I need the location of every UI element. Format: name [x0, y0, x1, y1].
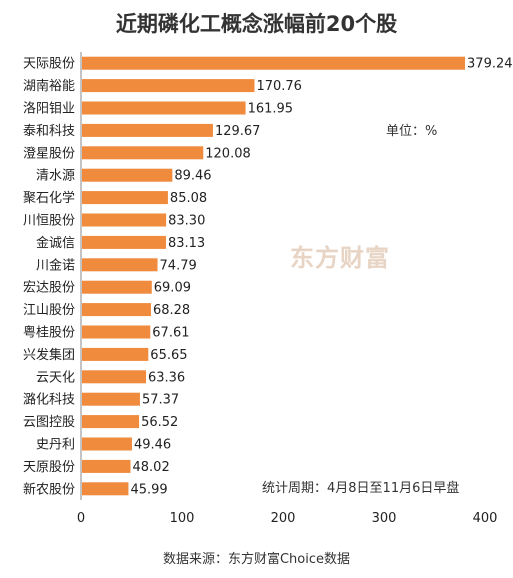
- value-label: 120.08: [205, 146, 251, 161]
- value-label: 48.02: [133, 460, 170, 475]
- value-label: 85.08: [170, 191, 207, 206]
- watermark-logo: 东方财富: [290, 244, 390, 272]
- value-label: 63.36: [148, 370, 185, 385]
- value-label: 161.95: [248, 102, 294, 117]
- value-label: 45.99: [130, 482, 167, 497]
- value-label: 56.52: [141, 415, 178, 430]
- value-label: 65.65: [150, 348, 187, 363]
- bar: [82, 213, 167, 227]
- bar: [82, 123, 213, 137]
- category-label: 新农股份: [23, 481, 75, 497]
- bar: [82, 415, 140, 429]
- bar: [82, 437, 132, 451]
- value-label: 129.67: [215, 124, 261, 139]
- category-label: 粤桂股份: [23, 325, 75, 341]
- category-label: 泰和科技: [23, 124, 75, 139]
- bar: [82, 280, 152, 294]
- value-label: 57.37: [142, 393, 179, 408]
- category-label: 聚石化学: [23, 190, 75, 206]
- category-label: 湖南裕能: [23, 78, 75, 94]
- category-label: 天际股份: [23, 57, 75, 72]
- x-tick-label: 300: [372, 511, 397, 526]
- bar: [82, 79, 255, 93]
- category-label: 宏达股份: [23, 281, 75, 296]
- bar: [82, 392, 140, 406]
- period-note: 统计周期：4月8日至11月6日早盘: [262, 481, 460, 496]
- value-label: 170.76: [256, 79, 302, 94]
- category-label: 兴发集团: [23, 347, 75, 363]
- value-label: 68.28: [153, 303, 190, 318]
- category-label: 川恒股份: [23, 214, 75, 229]
- bar: [82, 325, 151, 339]
- bar: [82, 235, 166, 249]
- value-label: 69.09: [154, 281, 191, 296]
- value-label: 379.24: [467, 57, 513, 72]
- value-label: 89.46: [174, 169, 211, 184]
- bar: [82, 168, 173, 182]
- category-label: 史丹利: [36, 438, 75, 453]
- category-label: 澄星股份: [23, 146, 75, 161]
- x-tick-label: 0: [77, 511, 85, 526]
- category-label: 金诚信: [36, 235, 75, 251]
- bar: [82, 482, 129, 496]
- category-label: 洛阳钼业: [23, 102, 75, 117]
- x-tick-label: 400: [473, 511, 498, 526]
- value-label: 83.30: [168, 214, 205, 229]
- source-note: 数据来源：东方财富Choice数据: [162, 552, 351, 567]
- category-label: 江山股份: [23, 303, 75, 318]
- value-label: 49.46: [134, 438, 171, 453]
- bar: [82, 459, 131, 473]
- bar: [82, 258, 158, 272]
- category-label: 天原股份: [23, 460, 75, 475]
- x-tick-label: 100: [170, 511, 195, 526]
- value-label: 67.61: [152, 326, 189, 341]
- category-label: 清水源: [36, 169, 75, 184]
- bar: [82, 56, 466, 70]
- category-label: 云图控股: [23, 415, 75, 430]
- category-label: 云天化: [36, 370, 75, 385]
- value-label: 83.13: [168, 236, 205, 251]
- bar: [82, 370, 146, 384]
- value-label: 74.79: [160, 258, 197, 273]
- bar: [82, 191, 168, 205]
- bar: [82, 101, 246, 115]
- bar: [82, 146, 204, 160]
- chart-title: 近期磷化工概念涨幅前20个股: [115, 12, 398, 36]
- bar: [82, 347, 149, 361]
- category-label: 川金诺: [36, 257, 75, 273]
- category-label: 潞化科技: [23, 393, 75, 408]
- x-tick-label: 200: [271, 511, 296, 526]
- bar: [82, 303, 151, 317]
- unit-note: 单位：%: [386, 124, 438, 139]
